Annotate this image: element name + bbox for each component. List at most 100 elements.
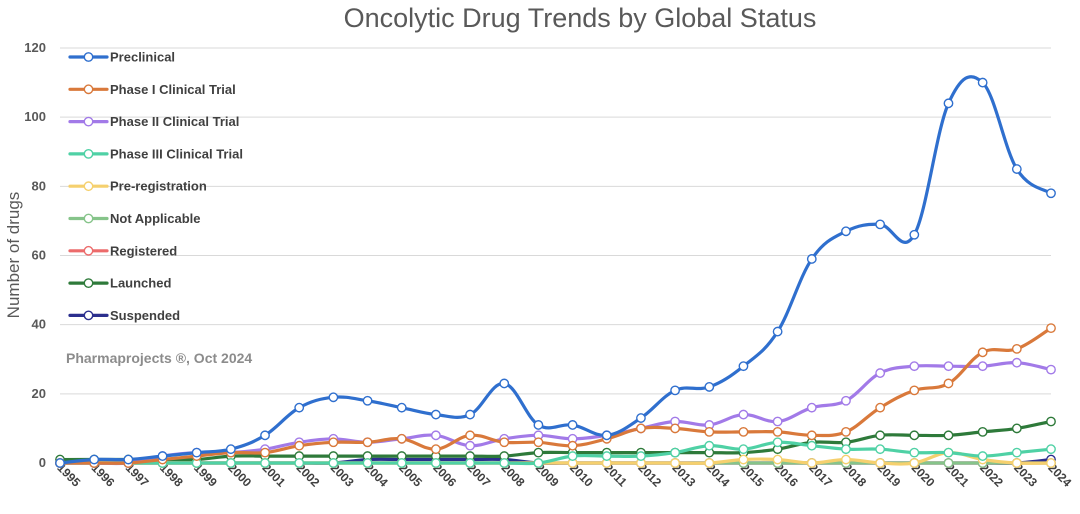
y-tick-label: 0 (39, 455, 46, 470)
data-point (157, 451, 168, 461)
data-point (772, 426, 783, 437)
y-axis-ticks: 0 20 40 60 80 100 120 (24, 40, 46, 470)
legend-label: Pre-registration (110, 179, 207, 194)
legend-swatch-marker (83, 52, 94, 62)
data-point (260, 447, 270, 458)
series-line (58, 75, 1053, 465)
x-axis-ticks: 1995 1996 1997 1998 1999 2000 2001 2002 2003 2004… (54, 461, 1074, 490)
legend-item: Suspended (68, 308, 180, 323)
data-point (772, 416, 783, 427)
data-point (772, 437, 783, 448)
data-point (1011, 357, 1022, 368)
data-point (396, 433, 407, 444)
data-point (636, 413, 646, 423)
data-point (977, 451, 988, 461)
chart-title: Oncolytic Drug Trends by Global Status (344, 3, 817, 33)
legend-item: Launched (68, 276, 171, 291)
data-point (738, 361, 749, 372)
data-point (1011, 423, 1022, 434)
data-point (704, 440, 715, 451)
data-point (1046, 323, 1056, 334)
data-point (841, 444, 851, 455)
data-point (636, 423, 646, 434)
legend-swatch-marker (83, 84, 94, 95)
data-point (977, 347, 988, 358)
legend-swatch-marker (83, 310, 94, 321)
legend-label: Registered (110, 243, 177, 258)
data-point (1046, 416, 1056, 427)
data-point (430, 458, 441, 468)
data-point (465, 409, 475, 420)
data-point (670, 447, 681, 458)
legend-item: Not Applicable (68, 211, 201, 226)
data-point (670, 423, 681, 434)
data-point (909, 430, 920, 441)
data-point (123, 454, 134, 465)
data-point (841, 426, 851, 437)
data-point (772, 326, 783, 337)
legend-swatch-marker (83, 116, 94, 127)
data-point (328, 392, 339, 403)
data-point (294, 440, 305, 451)
legend-label: Phase I Clinical Trial (110, 82, 236, 97)
data-point (909, 447, 920, 458)
source-annotation: Pharmaprojects ®, Oct 2024 (66, 350, 252, 366)
data-point (533, 458, 544, 468)
data-point (738, 444, 749, 455)
data-point (806, 458, 817, 468)
legend-label: Phase III Clinical Trial (110, 146, 243, 161)
data-point (55, 458, 65, 468)
data-point (806, 430, 817, 441)
data-point (943, 458, 954, 468)
legend-item: Phase II Clinical Trial (68, 114, 239, 129)
y-tick-label: 100 (24, 109, 46, 124)
data-point (738, 409, 749, 420)
data-point (567, 451, 578, 461)
data-point (260, 430, 270, 441)
data-point (567, 440, 578, 451)
legend-swatch-marker (83, 278, 94, 288)
data-point (465, 458, 475, 468)
data-point (328, 458, 339, 468)
series-line (58, 326, 1053, 465)
data-point (328, 437, 339, 448)
legend-label: Suspended (110, 308, 180, 323)
data-point (943, 361, 954, 372)
data-point (1011, 458, 1022, 468)
data-point (841, 226, 851, 237)
legend-item: Phase I Clinical Trial (68, 82, 236, 97)
y-tick-label: 120 (24, 40, 46, 55)
y-tick-label: 80 (32, 178, 46, 193)
legend: Preclinical Phase I Clinical Trial Phase I… (68, 50, 243, 323)
data-point (465, 440, 475, 451)
data-point (499, 378, 510, 389)
data-point (225, 458, 236, 468)
legend-label: Not Applicable (110, 211, 201, 226)
legend-swatch-marker (83, 181, 94, 192)
legend-label: Launched (110, 276, 171, 291)
data-point (943, 98, 954, 109)
data-point (601, 451, 612, 461)
legend-swatch-marker (83, 245, 94, 256)
data-point (909, 229, 920, 240)
data-point (294, 458, 305, 468)
data-point (1011, 164, 1022, 174)
legend-item: Pre-registration (68, 179, 207, 194)
y-tick-label: 20 (32, 386, 46, 401)
series-phase-iii-clinical-trial (55, 437, 1056, 468)
data-point (670, 458, 681, 468)
data-point (499, 437, 510, 448)
data-point (977, 361, 988, 372)
data-point (841, 395, 851, 406)
data-point (772, 454, 783, 465)
series-launched (55, 416, 1056, 465)
data-point (430, 444, 441, 455)
data-point (977, 426, 988, 437)
series-lines (55, 75, 1056, 468)
data-point (909, 361, 920, 372)
data-point (567, 420, 578, 430)
data-point (875, 402, 886, 413)
data-point (533, 420, 544, 430)
data-point (704, 426, 715, 437)
data-point (396, 458, 407, 468)
